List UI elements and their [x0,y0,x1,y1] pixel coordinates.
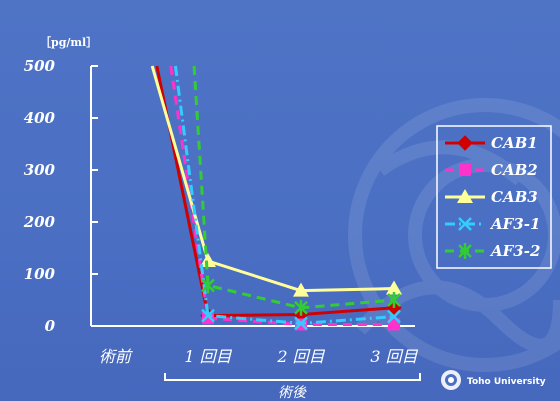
toho-university-logo: Toho University [441,370,546,390]
toho-university-emblem-icon [441,370,461,390]
data-point-cab3 [386,280,402,295]
data-point-af3-2 [294,299,308,316]
data-point-cab3 [293,282,309,297]
legend-box [436,125,552,269]
data-point-af3-2 [387,292,401,308]
legend-marker-af3-1 [458,217,472,231]
legend-marker-cab1 [457,135,473,151]
data-point-cab2 [388,318,400,331]
legend-label-af3-1: AF3-1 [489,215,540,233]
legend-label-cab3: CAB3 [491,188,538,206]
legend-marker-cab3 [457,189,473,203]
y-tick-label: 300 [24,161,56,179]
x-tick-label: 1 回目 [184,347,232,366]
group-bracket [164,373,421,381]
logo-text: Toho University [467,377,546,387]
legend: CAB1 CAB2 CAB3 AF3-1 AF3-2 [436,125,552,269]
background-watermark [348,98,560,372]
series-line-cab3 [150,65,395,293]
series-line-af3-2 [192,65,395,310]
legend-label-af3-2: AF3-2 [489,242,540,260]
series-layer [150,65,402,331]
unit-label: ［pg/ml］ [40,35,97,49]
group-label: 術後 [278,385,307,401]
data-point-cab3 [200,253,216,267]
data-point-af3-1 [387,309,401,324]
x-tick-label: 3 回目 [370,347,418,366]
data-point-af3-1 [201,308,215,323]
series-line-af3-1 [173,65,395,325]
x-tick-label: 術前 [99,347,133,366]
y-tick-label: 200 [23,213,56,231]
axes [90,65,415,327]
data-point-af3-1 [294,316,308,331]
legend-marker-af3-2 [458,243,472,259]
series-line-cab1 [155,65,395,318]
data-point-af3-2 [201,277,215,294]
y-tick-label: 100 [24,265,56,283]
y-tick-label: 0 [45,317,56,335]
y-tick-label: 500 [24,57,56,75]
y-tick-label: 400 [24,109,56,127]
legend-marker-cab2 [459,164,471,176]
legend-label-cab2: CAB2 [491,161,538,179]
legend-label-cab1: CAB1 [491,134,538,152]
x-tick-label: 2 回目 [276,347,325,366]
